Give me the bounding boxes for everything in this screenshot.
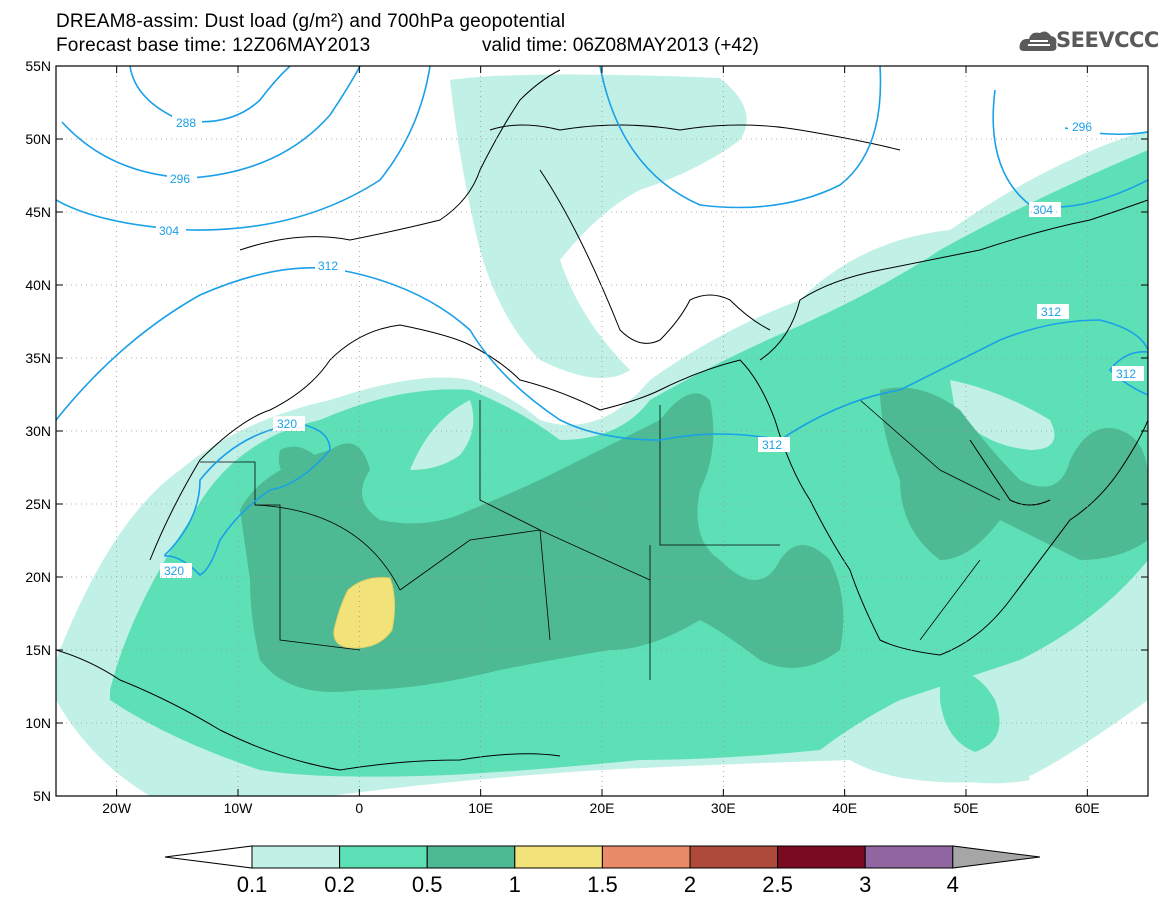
- colorbar-label: 1.5: [587, 872, 618, 897]
- lat-tick-label: 20N: [25, 569, 51, 585]
- colorbar-cell: [689, 845, 779, 869]
- colorbar-high-extension: [952, 845, 1041, 869]
- lat-tick-label: 55N: [25, 58, 51, 74]
- lat-tick-label: 50N: [25, 131, 51, 147]
- lon-tick-label: 20E: [590, 800, 615, 816]
- lat-tick-label: 30N: [25, 423, 51, 439]
- contour-label-296-b: 296: [1072, 120, 1092, 134]
- colorbar-label: 1: [508, 872, 521, 897]
- colorbar-cell: [864, 845, 954, 869]
- axis-ticks: [56, 65, 1148, 797]
- lon-tick-label: 40E: [832, 800, 857, 816]
- lon-tick-label: 10E: [468, 800, 493, 816]
- lat-tick-label: 45N: [25, 204, 51, 220]
- contour-label-320-a: 320: [277, 417, 297, 431]
- lat-tick-label: 35N: [25, 350, 51, 366]
- contour-labels: 288 296 304 312 320 320 312 312 312 304 …: [156, 115, 1144, 578]
- lon-tick-label: 10W: [224, 800, 254, 816]
- lon-tick-label: 50E: [954, 800, 979, 816]
- lon-tick-label: 30E: [711, 800, 736, 816]
- colorbar-label: 4: [946, 872, 959, 897]
- contour-label-288: 288: [176, 116, 196, 130]
- contour-label-312-b: 312: [762, 438, 782, 452]
- forecast-base-time: Forecast base time: 12Z06MAY2013: [56, 35, 371, 56]
- latitude-labels: 55N 50N 45N 40N 35N 30N 25N 20N 15N 10N 5N: [25, 58, 51, 804]
- colorbar-label: 2: [683, 872, 697, 897]
- contour-label-296: 296: [170, 172, 190, 186]
- colorbar-label: 0.2: [324, 872, 355, 897]
- chart-title: DREAM8-assim: Dust load (g/m²) and 700hP…: [56, 11, 566, 32]
- colorbar-label: 0.1: [236, 872, 268, 897]
- contour-label-304: 304: [159, 224, 179, 238]
- colorbar-label: 3: [859, 872, 872, 897]
- colorbar-cell: [777, 845, 866, 869]
- lat-tick-label: 10N: [25, 715, 51, 731]
- colorbar-cell: [339, 845, 428, 869]
- colorbar-cell: [514, 845, 603, 869]
- lat-tick-label: 40N: [25, 277, 51, 293]
- valid-time: valid time: 06Z08MAY2013 (+42): [482, 35, 759, 56]
- colorbar-low-extension: [164, 845, 253, 869]
- contour-label-312-c: 312: [1041, 305, 1061, 319]
- lon-tick-label: 60E: [1075, 800, 1100, 816]
- cloud-logo-icon: [1019, 31, 1057, 51]
- geopotential-contours: [56, 66, 1148, 576]
- contour-label-320-b: 320: [164, 564, 184, 578]
- graticule: [56, 66, 1148, 796]
- contour-label-312-d: 312: [1116, 367, 1136, 381]
- lat-tick-label: 25N: [25, 496, 51, 512]
- country-borders: [200, 399, 1001, 680]
- longitude-labels: 20W 10W 0 10E 20E 30E 40E 50E 60E: [102, 800, 1100, 816]
- colorbar-cell: [251, 845, 341, 869]
- coastlines: [56, 69, 1148, 771]
- contour-label-304-b: 304: [1033, 203, 1053, 217]
- dust-level-1: [333, 577, 396, 649]
- lat-tick-label: 15N: [25, 642, 51, 658]
- colorbar-cell: [601, 845, 691, 869]
- lon-tick-label: 0: [355, 800, 363, 816]
- colorbar-label: 0.5: [411, 872, 443, 897]
- lat-tick-label: 5N: [33, 788, 51, 804]
- colorbar-label: 2.5: [762, 872, 793, 897]
- lon-tick-label: 20W: [102, 800, 132, 816]
- colorbar-cell: [426, 845, 516, 869]
- contour-label-312: 312: [318, 259, 338, 273]
- logo-text: SEEVCCC: [1056, 28, 1159, 52]
